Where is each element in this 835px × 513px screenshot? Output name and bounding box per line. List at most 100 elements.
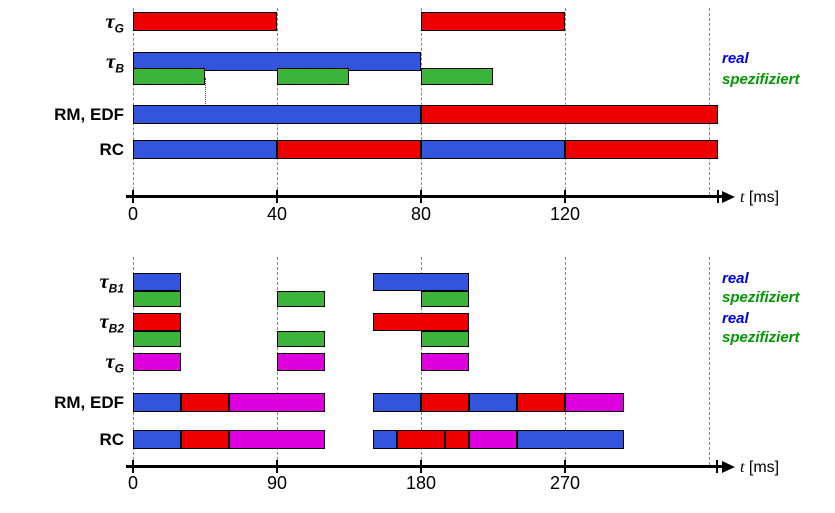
exec-bar-red	[565, 140, 718, 159]
row-label-tau-b2: τB2	[0, 311, 124, 339]
row-label-rc: RC	[99, 430, 124, 449]
spec-bar-green	[421, 68, 493, 85]
axis-tick-label-t270: 270	[549, 473, 581, 493]
axis-end-tick	[717, 190, 719, 203]
exec-bar-magenta	[421, 353, 469, 371]
axis-tick-label-t80: 80	[410, 204, 432, 224]
exec-bar-red	[421, 12, 565, 31]
axis-tick-t0	[132, 460, 134, 473]
axis-tick-label-t180: 180	[405, 473, 437, 493]
exec-bar-magenta	[469, 430, 517, 449]
exec-bar-blue	[373, 273, 469, 291]
gridline-t0	[133, 8, 134, 195]
exec-bar-red	[181, 393, 229, 412]
exec-bar-magenta	[229, 393, 325, 412]
exec-bar-blue	[373, 430, 397, 449]
exec-bar-red	[397, 430, 445, 449]
axis-end-tick	[716, 460, 718, 473]
axis-tick-t0	[132, 190, 134, 203]
tau-subscript: G	[114, 21, 124, 36]
axis-tick-label-t0: 0	[127, 204, 138, 224]
axis-tick-t120	[564, 190, 566, 203]
spec-bar-green	[421, 291, 469, 307]
exec-bar-red	[445, 430, 469, 449]
time-axis-arrowhead	[722, 191, 735, 203]
axis-unit-text: [ms]	[748, 189, 780, 206]
exec-bar-blue	[133, 430, 181, 449]
gridline-t360	[709, 257, 710, 465]
row-label-tau-b: τB	[0, 51, 124, 79]
row-label-tau-g: τG	[0, 11, 124, 39]
exec-bar-blue	[133, 393, 181, 412]
exec-bar-magenta	[133, 353, 181, 371]
axis-tick-t270	[564, 460, 566, 473]
gridline-t120	[565, 8, 566, 195]
tau-glyph: τ	[106, 49, 116, 73]
exec-bar-red	[133, 313, 181, 331]
spec-bar-green	[277, 291, 325, 307]
exec-bar-blue	[373, 393, 421, 412]
axis-tick-t180	[420, 460, 422, 473]
axis-unit-label: t [ms]	[740, 189, 779, 207]
axis-tick-label-t90: 90	[266, 473, 288, 493]
tau-glyph: τ	[99, 269, 109, 293]
exec-bar-red	[421, 393, 469, 412]
axis-unit-variable: t	[740, 189, 745, 206]
exec-bar-red	[133, 12, 277, 31]
exec-bar-blue	[517, 430, 625, 449]
exec-bar-red	[517, 393, 565, 412]
axis-tick-label-t40: 40	[266, 204, 288, 224]
axis-tick-t80	[420, 190, 422, 203]
time-axis	[126, 465, 722, 468]
legend-real: real	[722, 50, 749, 67]
axis-unit-text: [ms]	[748, 459, 780, 476]
exec-bar-blue	[133, 105, 421, 124]
tau-glyph: τ	[99, 309, 109, 333]
tau-subscript: G	[114, 361, 124, 376]
tau-glyph: τ	[105, 349, 115, 373]
axis-unit-label: t [ms]	[740, 459, 779, 477]
legend-spezifiziert: spezifiziert	[722, 289, 800, 306]
gridline-t270	[565, 257, 566, 465]
spec-bar-green	[421, 331, 469, 347]
exec-bar-red	[421, 105, 718, 124]
axis-tick-t90	[276, 460, 278, 473]
tau-subscript: B1	[108, 281, 124, 296]
legend-spezifiziert: spezifiziert	[722, 71, 800, 88]
exec-bar-red	[277, 140, 421, 159]
axis-tick-label-t0: 0	[127, 473, 138, 493]
tau-glyph: τ	[105, 9, 115, 33]
row-label-tau-b1: τB1	[0, 271, 124, 299]
axis-unit-variable: t	[740, 459, 745, 476]
row-label-tau-g: τG	[0, 351, 124, 379]
exec-bar-blue	[421, 140, 565, 159]
axis-tick-label-t120: 120	[549, 204, 581, 224]
exec-bar-magenta	[229, 430, 325, 449]
exec-bar-red	[181, 430, 229, 449]
row-label-rc: RC	[99, 140, 124, 159]
spec-boundary-marker	[205, 78, 206, 104]
row-label-rm-edf: RM, EDF	[54, 105, 124, 124]
exec-bar-blue	[133, 273, 181, 291]
gridline-t160	[709, 8, 710, 195]
gridline-t40	[277, 8, 278, 195]
axis-tick-t40	[276, 190, 278, 203]
spec-bar-green	[277, 331, 325, 347]
legend-real: real	[722, 270, 749, 287]
spec-bar-green	[133, 291, 181, 307]
spec-bar-green	[277, 68, 349, 85]
exec-bar-blue	[469, 393, 517, 412]
row-label-rm-edf: RM, EDF	[54, 393, 124, 412]
exec-bar-red	[373, 313, 469, 331]
tau-subscript: B	[115, 61, 124, 76]
legend-spezifiziert: spezifiziert	[722, 329, 800, 346]
time-axis-arrowhead	[722, 461, 735, 473]
tau-subscript: B2	[108, 321, 124, 336]
spec-bar-green	[133, 68, 205, 85]
legend-real: real	[722, 310, 749, 327]
exec-bar-magenta	[565, 393, 625, 412]
exec-bar-magenta	[277, 353, 325, 371]
